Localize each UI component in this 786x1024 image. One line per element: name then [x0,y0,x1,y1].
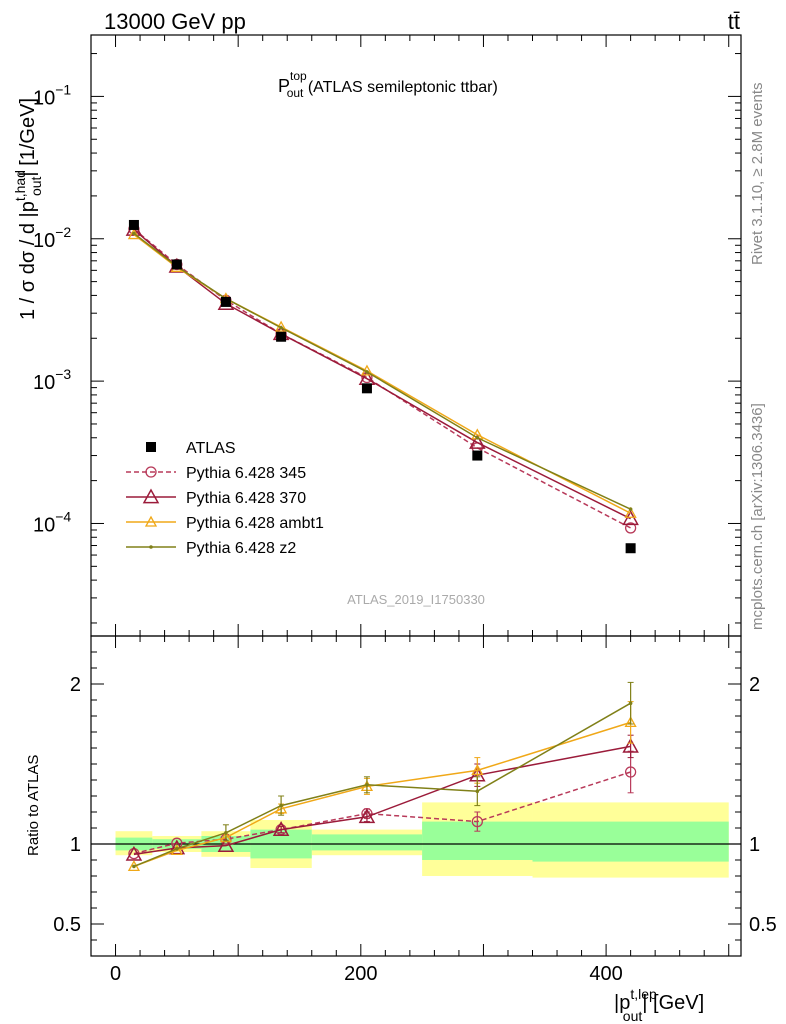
legend-marker-p345 [145,466,157,478]
ratio-point-p370 [217,837,235,852]
ratio-point-p370 [272,821,290,836]
point-p370 [622,510,639,526]
ratio-point-p370 [622,737,639,753]
analysis-id: ATLAS_2019_I1750330 [347,592,485,607]
ratio-band-inner-4 [311,834,423,851]
legend-label-p345: Pythia 6.428 345 [186,465,306,482]
legend-marker-atlas [146,442,156,452]
ratio-point-p345 [471,815,483,828]
ratio-point-z2 [224,831,228,835]
mcplots-label: mcplots.cern.ch [arXiv:1306.3436] [749,403,766,630]
ratio-point-p345 [624,766,637,778]
legend-marker-ambt1 [144,515,158,527]
lower-frame [90,635,742,957]
upper-y-axis-label: 1 / σ dσ / d |pt,hadout| [1/GeV] [12,98,44,320]
legend-marker-z2 [149,545,153,549]
point-ambt1 [624,506,637,518]
point-z2 [279,325,283,330]
legend-label-p370: Pythia 6.428 370 [186,490,306,507]
ratio-y-tick-label-right: 0.5 [749,914,777,936]
ratio-y-tick-label: 2 [70,674,81,696]
legend-label-z2: Pythia 6.428 z2 [186,540,296,557]
ratio-band-inner-6 [532,821,729,862]
x-tick-label: 400 [589,963,622,985]
legend-marker-p370 [142,488,160,504]
ratio-y-tick-label-right: 1 [749,834,760,856]
point-z2 [628,507,633,511]
x-tick-label: 0 [110,963,121,985]
ratio-point-p370 [125,845,143,861]
upper-panel: 10−1 10−2 10−3 10−4 ATLAS Pythia 6.428 345 Pyt… [33,34,742,637]
plot-title: Ptop out (ATLAS semileptonic ttbar) [278,69,498,100]
point-atlas [361,383,372,394]
legend-label-ambt1: Pythia 6.428 ambt1 [186,515,324,532]
x-tick-label: 200 [344,963,377,985]
ratio-point-ambt1 [219,831,233,843]
header-left: 13000 GeV pp [104,9,246,34]
point-atlas [128,219,139,230]
ratio-point-z2 [132,864,136,869]
upper-y-tick-label: 10−3 [33,366,71,394]
point-p370 [469,434,486,449]
series-line-p345 [133,228,631,529]
ratio-point-z2 [475,789,480,793]
x-axis-label: |pt,lep out| [GeV] [614,986,704,1024]
ratio-y-tick-label-right: 2 [749,674,760,696]
legend: ATLAS Pythia 6.428 345 Pythia 6.428 370 Pyt… [126,440,324,557]
upper-y-tick-label: 10−1 [33,81,71,109]
upper-y-tick-label: 10−2 [33,224,71,252]
ratio-panel: 0 200 400 0.5 0.5 1 1 2 2 [53,635,777,985]
point-z2 [132,231,136,236]
ratio-point-p370 [358,808,376,824]
ratio-point-z2 [628,701,633,705]
lower-y-axis-label: Ratio to ATLAS [25,755,42,856]
point-atlas [220,296,231,307]
ratio-y-tick-label: 0.5 [53,914,81,936]
ratio-point-z2 [365,783,369,787]
point-atlas [625,543,636,554]
rivet-label: Rivet 3.1.10, ≥ 2.8M events [749,83,766,266]
point-atlas [171,259,182,270]
point-atlas [472,450,483,461]
ratio-y-tick-label: 1 [70,834,81,856]
point-atlas [276,331,287,342]
ratio-point-z2 [175,847,179,851]
point-z2 [475,435,480,440]
ratio-point-ambt1 [624,716,637,728]
point-p345 [624,522,637,534]
legend-label-atlas: ATLAS [186,440,236,457]
header-right: tt̄ [728,9,740,34]
point-ambt1 [127,228,141,240]
point-z2 [365,370,369,374]
ratio-point-z2 [279,803,283,808]
ratio-point-ambt1 [471,764,484,776]
upper-y-tick-label: 10−4 [33,508,71,536]
